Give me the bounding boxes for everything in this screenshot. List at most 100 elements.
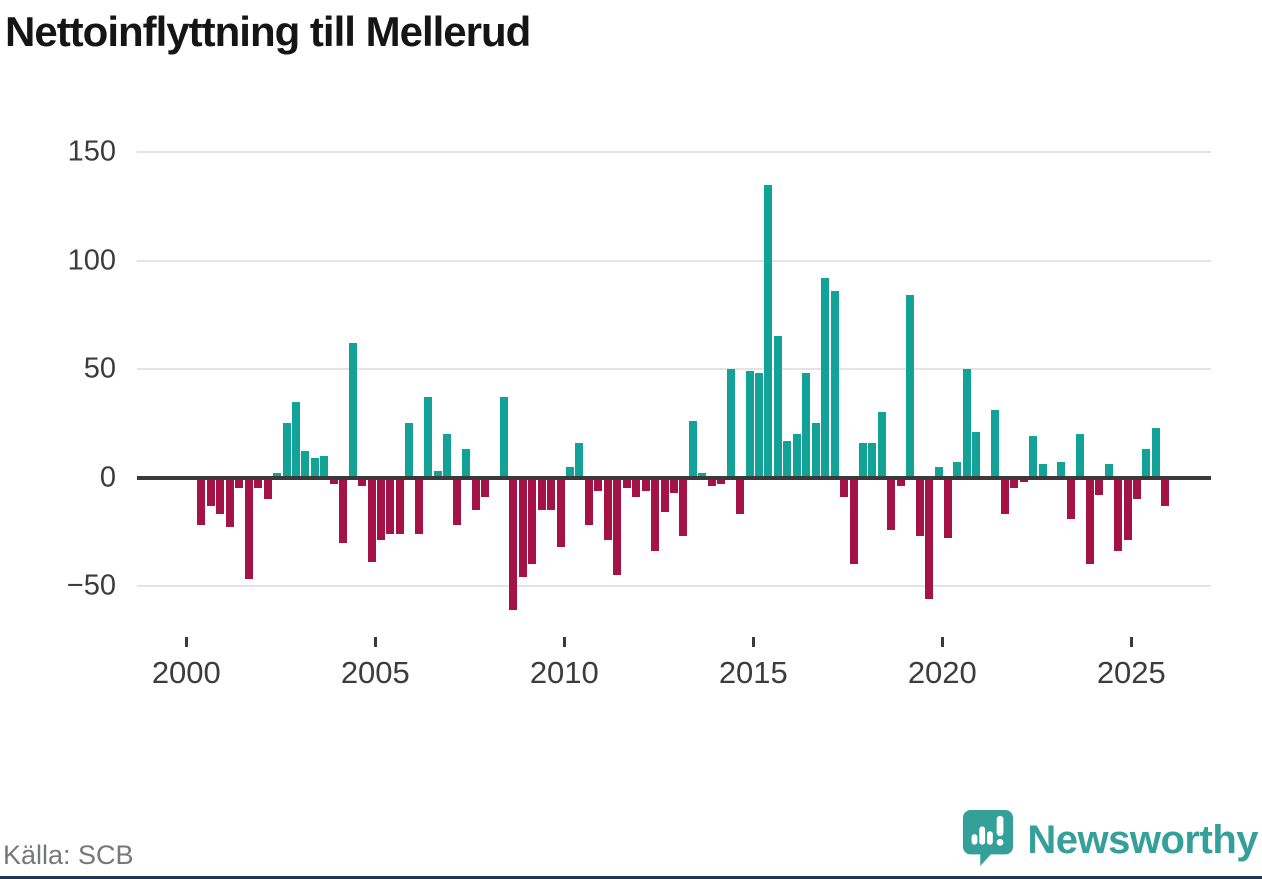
quarter-bar bbox=[405, 423, 414, 478]
quarter-bar bbox=[925, 477, 934, 600]
quarter-bar bbox=[499, 397, 508, 478]
quarter-bar bbox=[660, 477, 669, 513]
quarter-bar bbox=[1010, 477, 1019, 489]
quarter-bar bbox=[282, 423, 291, 478]
quarter-bar bbox=[613, 477, 622, 576]
quarter-bar bbox=[1151, 427, 1160, 478]
quarter-bar bbox=[235, 477, 244, 489]
quarter-bar bbox=[906, 295, 915, 478]
quarter-bar bbox=[480, 477, 489, 498]
quarter-bar bbox=[1029, 436, 1038, 478]
quarter-bar bbox=[736, 477, 745, 515]
x-axis-label: 2000 bbox=[151, 655, 221, 690]
newsworthy-icon bbox=[961, 808, 1015, 873]
x-axis-label: 2015 bbox=[718, 655, 788, 690]
quarter-bar bbox=[821, 277, 830, 478]
quarter-bar bbox=[944, 477, 952, 539]
quarter-bar bbox=[1085, 477, 1094, 565]
quarter-bar bbox=[462, 449, 471, 478]
x-axis-tick bbox=[373, 637, 377, 647]
x-axis-label: 2020 bbox=[907, 655, 977, 690]
quarter-bar bbox=[528, 477, 537, 565]
quarter-bar bbox=[377, 477, 385, 541]
quarter-bar bbox=[1000, 477, 1009, 515]
gridline-150 bbox=[137, 151, 1211, 153]
quarter-bar bbox=[622, 477, 631, 489]
quarter-bar bbox=[1161, 477, 1170, 506]
quarter-bar bbox=[603, 477, 612, 541]
quarter-bar bbox=[556, 477, 565, 547]
quarter-bar bbox=[273, 473, 282, 478]
quarter-bar bbox=[509, 477, 518, 610]
y-axis-label: 150 bbox=[67, 135, 116, 168]
quarter-bar bbox=[433, 470, 442, 478]
quarter-bar bbox=[197, 477, 206, 526]
quarter-bar bbox=[1076, 434, 1085, 478]
quarter-bar bbox=[840, 477, 849, 498]
quarter-bar bbox=[291, 401, 300, 478]
quarter-bar bbox=[339, 477, 348, 543]
quarter-bar bbox=[1066, 477, 1075, 519]
quarter-bar bbox=[1095, 477, 1104, 495]
quarter-bar bbox=[745, 371, 754, 478]
quarter-bar bbox=[518, 477, 527, 578]
quarter-bar bbox=[641, 477, 650, 491]
quarter-bar bbox=[632, 477, 641, 498]
quarter-bar bbox=[972, 431, 981, 478]
quarter-bar bbox=[1123, 477, 1132, 541]
quarter-bar bbox=[348, 342, 357, 478]
quarter-bar bbox=[868, 442, 877, 478]
quarter-bar bbox=[915, 477, 924, 537]
x-axis-tick bbox=[184, 637, 188, 647]
quarter-bar bbox=[764, 184, 773, 478]
quarter-bar bbox=[830, 290, 839, 478]
quarter-bar bbox=[726, 369, 735, 478]
quarter-bar bbox=[452, 477, 461, 526]
x-axis-tick bbox=[940, 637, 944, 647]
x-axis-label: 2005 bbox=[340, 655, 410, 690]
quarter-bar bbox=[575, 442, 584, 478]
quarter-bar bbox=[953, 462, 962, 478]
quarter-bar bbox=[792, 434, 801, 478]
brand-wordmark: Newsworthy bbox=[1027, 818, 1258, 862]
quarter-bar bbox=[755, 373, 763, 478]
quarter-bar bbox=[320, 455, 329, 478]
y-axis-label: 100 bbox=[67, 244, 116, 276]
bottom-accent-strip bbox=[0, 876, 1262, 879]
quarter-bar bbox=[669, 477, 678, 493]
quarter-bar bbox=[707, 477, 716, 487]
quarter-bar bbox=[537, 477, 546, 511]
quarter-bar bbox=[1019, 477, 1028, 482]
quarter-bar bbox=[395, 477, 404, 534]
quarter-bar bbox=[1142, 449, 1151, 478]
quarter-bar bbox=[547, 477, 556, 511]
y-axis-label: 50 bbox=[83, 352, 116, 385]
quarter-bar bbox=[329, 477, 338, 484]
x-axis-label: 2010 bbox=[529, 655, 599, 690]
quarter-bar bbox=[849, 477, 858, 565]
x-axis-tick bbox=[751, 637, 755, 647]
quarter-bar bbox=[443, 434, 452, 478]
gridline-50 bbox=[137, 368, 1211, 370]
quarter-bar bbox=[783, 440, 792, 478]
quarter-bar bbox=[991, 410, 1000, 478]
quarter-bar bbox=[962, 369, 971, 478]
x-axis-tick bbox=[1129, 637, 1133, 647]
quarter-bar bbox=[688, 421, 697, 478]
quarter-bar bbox=[584, 477, 593, 526]
x-axis-label: 2025 bbox=[1096, 655, 1166, 690]
quarter-bar bbox=[802, 373, 811, 478]
quarter-bar bbox=[934, 466, 943, 478]
quarter-bar bbox=[310, 457, 319, 478]
quarter-bar bbox=[206, 477, 215, 506]
quarter-bar bbox=[386, 477, 395, 534]
quarter-bar bbox=[896, 477, 905, 487]
quarter-bar bbox=[1038, 464, 1047, 478]
quarter-bar bbox=[594, 477, 603, 491]
quarter-bar bbox=[244, 477, 253, 580]
x-axis-tick bbox=[562, 637, 566, 647]
gridline--50 bbox=[137, 585, 1211, 587]
quarter-bar bbox=[301, 451, 310, 478]
quarter-bar bbox=[679, 477, 688, 537]
